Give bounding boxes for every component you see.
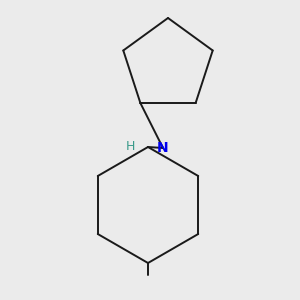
Text: H: H <box>125 140 135 154</box>
Text: N: N <box>157 141 169 155</box>
